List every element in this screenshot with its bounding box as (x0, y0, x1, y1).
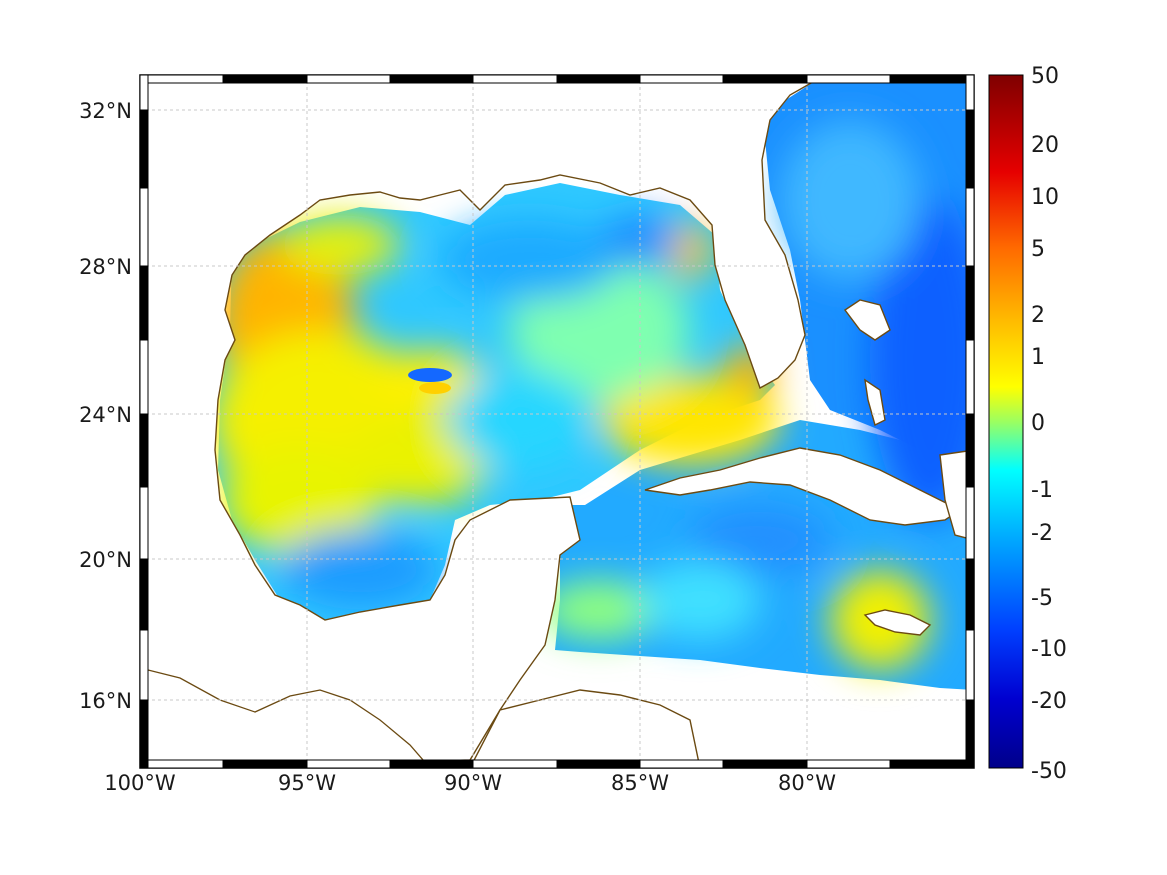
colorbar-tick-label: 1 (1031, 345, 1045, 370)
lat-tick-label: 20°N (79, 548, 132, 572)
central-america-land (469, 689, 701, 768)
frame-segment (965, 486, 975, 560)
frame-segment (965, 629, 975, 701)
colorbar-tick-label: 20 (1031, 133, 1059, 158)
north-america-land (140, 75, 974, 768)
frame-segment (556, 74, 641, 84)
frame-segment (222, 759, 308, 769)
frame-segment (139, 265, 149, 341)
lon-tick-label: 80°W (778, 771, 836, 795)
lon-tick-label: 100°W (104, 771, 176, 795)
frame-segment (139, 109, 149, 189)
frame-segment (139, 339, 149, 415)
frame-segment (139, 74, 224, 84)
frame-segment (306, 74, 391, 84)
map-frame (139, 74, 975, 769)
gridlines (140, 75, 974, 768)
frame-segment (889, 759, 975, 769)
frame-segment (389, 74, 474, 84)
colorbar-tick-label: -10 (1031, 637, 1067, 662)
frame-segment (965, 109, 975, 189)
lon-tick-label: 85°W (611, 771, 669, 795)
anomaly-blobs (210, 120, 974, 670)
colorbar-tick-label: 5 (1031, 237, 1045, 262)
lat-tick-label: 28°N (79, 255, 132, 279)
jamaica-land (863, 609, 932, 636)
frame-segment (806, 74, 891, 84)
colorbar-tick-label: -1 (1031, 478, 1053, 503)
frame-segment (389, 759, 474, 769)
frame-segment (139, 759, 224, 769)
lat-tick-label: 32°N (79, 99, 132, 123)
lat-tick-label: 24°N (79, 403, 132, 427)
frame-segment (139, 413, 149, 488)
bahamas-land (843, 299, 891, 427)
frame-segment (722, 759, 808, 769)
frame-segment (806, 759, 891, 769)
frame-segment (306, 759, 391, 769)
colorbar-tick-label: -5 (1031, 586, 1053, 611)
frame-segment (222, 74, 308, 84)
lon-tick-label: 95°W (278, 771, 336, 795)
frame-segment (472, 759, 558, 769)
colorbar-tick-label: 50 (1031, 64, 1059, 89)
frame-segment (639, 74, 724, 84)
colorbar-tick-label: -20 (1031, 689, 1067, 714)
frame-segment (722, 74, 808, 84)
frame-segment (139, 74, 149, 111)
frame-segment (965, 265, 975, 341)
frame-segment (139, 699, 149, 769)
frame-segment (965, 339, 975, 415)
colorbar-tick-label: -2 (1031, 521, 1053, 546)
colorbar-tick-label: 10 (1031, 185, 1059, 210)
frame-segment (965, 699, 975, 769)
colorbar-tick-label: -50 (1031, 759, 1067, 784)
lon-tick-label: 90°W (444, 771, 502, 795)
eddy-feature (408, 368, 452, 382)
frame-segment (965, 413, 975, 488)
colorbar-gradient (988, 74, 1024, 769)
frame-segment (556, 759, 641, 769)
frame-segment (139, 486, 149, 560)
lat-tick-label: 16°N (79, 689, 132, 713)
frame-segment (139, 558, 149, 631)
central-america-coast (140, 667, 431, 768)
lon-axis: 100°W 95°W 90°W 85°W 80°W (104, 771, 836, 795)
frame-segment (889, 74, 975, 84)
frame-segment (139, 629, 149, 701)
lat-axis: 32°N 28°N 24°N 20°N 16°N (79, 99, 132, 713)
colorbar-tick-label: 0 (1031, 411, 1045, 436)
frame-segment (472, 74, 558, 84)
frame-segment (965, 74, 975, 111)
frame-segment (139, 187, 149, 267)
warm-eddy-feature (419, 382, 451, 394)
colorbar-tick-label: 2 (1031, 303, 1045, 328)
frame-segment (639, 759, 724, 769)
frame-segment (965, 187, 975, 267)
frame-segment (965, 558, 975, 631)
